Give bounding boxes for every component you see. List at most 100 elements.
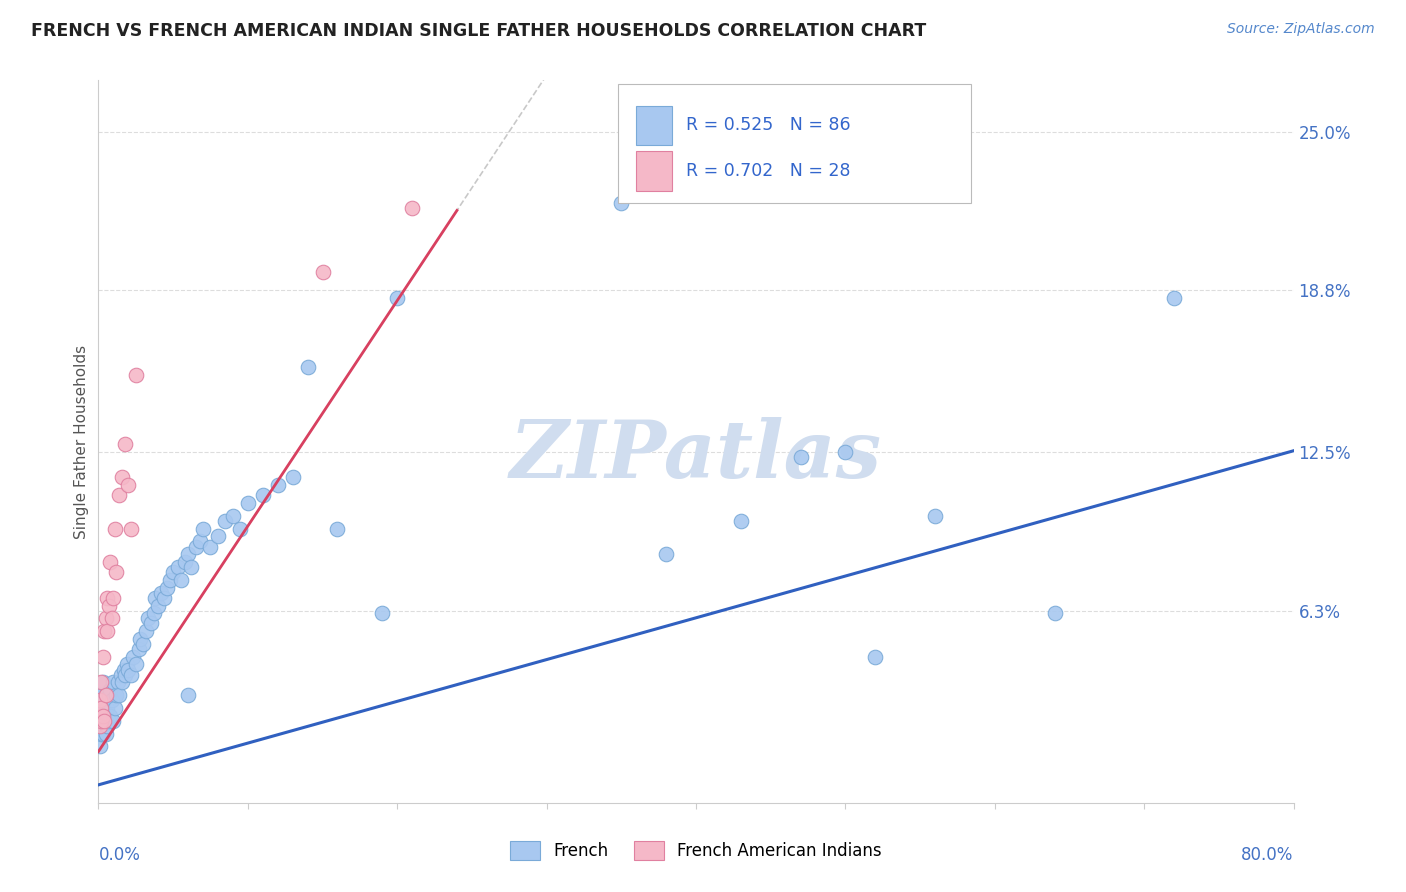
Legend: French, French American Indians: French, French American Indians — [503, 834, 889, 867]
Point — [96, 591, 118, 605]
Point — [96, 719, 118, 733]
Point — [90, 726, 112, 740]
Point — [177, 547, 200, 561]
Text: Source: ZipAtlas.com: Source: ZipAtlas.com — [1227, 22, 1375, 37]
Point — [94, 714, 117, 728]
Point — [125, 368, 148, 382]
Point — [655, 547, 678, 561]
Point — [120, 667, 142, 681]
Point — [108, 688, 131, 702]
Point — [93, 708, 115, 723]
Point — [90, 714, 112, 728]
Point — [112, 663, 135, 677]
Point — [924, 508, 946, 523]
Point — [1163, 291, 1185, 305]
Point — [143, 591, 166, 605]
Point — [90, 675, 112, 690]
Point — [91, 701, 114, 715]
Point — [222, 508, 245, 523]
Point — [93, 624, 115, 639]
Point — [177, 688, 200, 702]
Point — [214, 514, 236, 528]
Point — [90, 701, 112, 715]
FancyBboxPatch shape — [619, 84, 972, 203]
Point — [111, 675, 134, 690]
Text: 80.0%: 80.0% — [1241, 847, 1294, 864]
Point — [136, 611, 159, 625]
Point — [97, 599, 120, 613]
Point — [103, 714, 125, 728]
Point — [267, 478, 290, 492]
Point — [236, 496, 259, 510]
Point — [98, 708, 122, 723]
Point — [96, 624, 118, 639]
Text: ZIPatlas: ZIPatlas — [510, 417, 882, 495]
Point — [114, 437, 136, 451]
Text: 0.0%: 0.0% — [98, 847, 141, 864]
Point — [93, 714, 115, 728]
Point — [162, 565, 184, 579]
Point — [90, 701, 112, 715]
Point — [834, 444, 856, 458]
Y-axis label: Single Father Households: Single Father Households — [75, 344, 89, 539]
Point — [96, 701, 118, 715]
Point — [129, 632, 152, 646]
Point — [132, 637, 155, 651]
Point — [101, 611, 124, 625]
Point — [207, 529, 229, 543]
Point — [115, 657, 138, 672]
Point — [89, 719, 111, 733]
Point — [139, 616, 162, 631]
Point — [125, 657, 148, 672]
Point — [91, 714, 114, 728]
Point — [281, 470, 304, 484]
Point — [789, 450, 811, 464]
Point — [610, 196, 633, 211]
Text: FRENCH VS FRENCH AMERICAN INDIAN SINGLE FATHER HOUSEHOLDS CORRELATION CHART: FRENCH VS FRENCH AMERICAN INDIAN SINGLE … — [31, 22, 927, 40]
Point — [229, 522, 252, 536]
Point — [89, 698, 111, 713]
Point — [191, 522, 214, 536]
Point — [166, 560, 188, 574]
Point — [252, 488, 274, 502]
Point — [110, 667, 132, 681]
Point — [90, 714, 112, 728]
Point — [121, 649, 143, 664]
Text: R = 0.525   N = 86: R = 0.525 N = 86 — [686, 116, 851, 134]
Point — [117, 663, 139, 677]
Point — [730, 514, 752, 528]
Point — [1043, 606, 1066, 620]
Point — [98, 555, 122, 569]
Point — [104, 522, 127, 536]
Point — [97, 688, 120, 702]
Point — [148, 599, 170, 613]
FancyBboxPatch shape — [637, 151, 672, 191]
Point — [104, 701, 127, 715]
Point — [90, 688, 112, 702]
Point — [180, 560, 202, 574]
Point — [371, 606, 394, 620]
Point — [89, 688, 111, 702]
Point — [159, 573, 181, 587]
Point — [93, 693, 115, 707]
Point — [107, 675, 129, 690]
Point — [94, 688, 117, 702]
Point — [142, 606, 165, 620]
Point — [91, 708, 114, 723]
Point — [174, 555, 197, 569]
Point — [326, 522, 349, 536]
Point — [89, 739, 111, 754]
Point — [385, 291, 409, 305]
Point — [89, 693, 111, 707]
Point — [89, 708, 111, 723]
Point — [91, 726, 114, 740]
Point — [93, 719, 115, 733]
Text: R = 0.702   N = 28: R = 0.702 N = 28 — [686, 161, 851, 179]
Point — [153, 591, 176, 605]
Point — [105, 688, 128, 702]
Point — [156, 581, 179, 595]
Point — [101, 693, 124, 707]
Point — [108, 488, 131, 502]
Point — [91, 649, 114, 664]
Point — [94, 611, 117, 625]
